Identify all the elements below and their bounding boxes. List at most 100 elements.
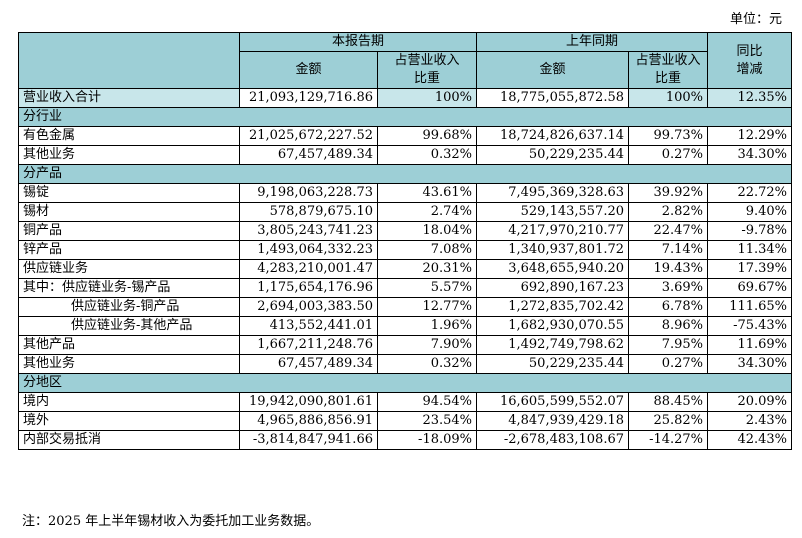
cell-yoy: 9.40% [707,202,793,222]
cell-prev-share: 0.27% [628,354,709,374]
table-row: 其他业务 67,457,489.34 0.32% 50,229,235.44 0.27%… [18,354,793,374]
row-label: 其他业务 [18,145,240,165]
cell-cur-amount: 2,694,003,383.50 [239,297,378,317]
cell-cur-share: -18.09% [376,430,478,450]
cell-cur-amount: 9,198,063,228.73 [239,183,378,203]
total-label: 营业收入合计 [18,88,240,108]
table-row: 其他产品 1,667,211,248.76 7.90% 1,492,749,798.6… [18,335,793,355]
table-row: 锡锭 9,198,063,228.73 43.61% 7,495,369,328.63… [18,183,793,203]
cell-cur-share: 43.61% [376,183,478,203]
cell-prev-amount: 18,724,826,637.14 [476,126,630,146]
cell-prev-amount: 3,648,655,940.20 [476,259,630,279]
header-cur-share: 占营业收入 比重 [376,51,478,89]
table-row: 其中：供应链业务-锡产品 1,175,654,176.96 5.57% 692,890… [18,278,793,298]
section-title: 分地区 [17,373,793,393]
table-row: 铜产品 3,805,243,741.23 18.04% 4,217,970,210.7… [18,221,793,241]
cell-cur-amount: 1,175,654,176.96 [239,278,378,298]
cell-prev-amount: 4,847,939,429.18 [476,411,630,431]
cell-prev-share: -14.27% [628,430,709,450]
row-label: 其他产品 [18,335,240,355]
section-header-row: 分行业 [17,107,793,127]
table-row: 锌产品 1,493,064,332.23 7.08% 1,340,937,801.72… [18,240,793,260]
total-row: 营业收入合计 21,093,129,716.86 100% 18,775,055… [18,88,793,108]
cell-prev-amount: 692,890,167.23 [476,278,630,298]
cell-yoy: -75.43% [707,316,793,336]
row-label: 境内 [18,392,240,412]
cell-yoy: 2.43% [707,411,793,431]
cell-yoy: 22.72% [707,183,793,203]
table-row: 供应链业务-其他产品 413,552,441.01 1.96% 1,682,930,0… [18,316,793,336]
cell-cur-share: 5.57% [376,278,478,298]
cell-cur-share: 99.68% [376,126,478,146]
cell-yoy: 11.69% [707,335,793,355]
table-row: 锡材 578,879,675.10 2.74% 529,143,557.20 2.82%… [18,202,793,222]
cell-cur-share: 94.54% [376,392,478,412]
cell-prev-amount: 1,272,835,702.42 [476,297,630,317]
table-row: 内部交易抵消 -3,814,847,941.66 -18.09% -2,678,483… [18,430,793,450]
cell-prev-share: 19.43% [628,259,709,279]
cell-yoy: 34.30% [707,145,793,165]
cell-prev-amount: 529,143,557.20 [476,202,630,222]
cell-prev-amount: 1,682,930,070.55 [476,316,630,336]
cell-yoy: 11.34% [707,240,793,260]
section-title: 分产品 [17,164,793,184]
total-yoy: 12.35% [707,88,793,108]
cell-cur-amount: 4,965,886,856.91 [239,411,378,431]
cell-cur-amount: 1,667,211,248.76 [239,335,378,355]
cell-prev-share: 6.78% [628,297,709,317]
cell-cur-amount: 578,879,675.10 [239,202,378,222]
cell-cur-share: 1.96% [376,316,478,336]
cell-cur-share: 0.32% [376,145,478,165]
cell-cur-amount: 67,457,489.34 [239,354,378,374]
cell-prev-amount: -2,678,483,108.67 [476,430,630,450]
cell-prev-share: 25.82% [628,411,709,431]
header-cur-amount: 金额 [239,51,378,89]
row-label: 供应链业务-其他产品 [18,316,240,336]
row-label: 供应链业务-铜产品 [18,297,240,317]
cell-prev-amount: 7,495,369,328.63 [476,183,630,203]
cell-cur-amount: 413,552,441.01 [239,316,378,336]
cell-yoy: 12.29% [707,126,793,146]
cell-prev-share: 8.96% [628,316,709,336]
header-row-1: 本报告期 上年同期 同比 增减 [18,32,793,89]
cell-prev-amount: 1,340,937,801.72 [476,240,630,260]
row-label: 铜产品 [18,221,240,241]
cell-cur-share: 7.90% [376,335,478,355]
unit-label: 单位：元 [729,12,782,27]
cell-yoy: 69.67% [707,278,793,298]
header-prev-amount: 金额 [476,51,630,89]
cell-cur-share: 23.54% [376,411,478,431]
cell-yoy: -9.78% [707,221,793,241]
row-label: 供应链业务 [18,259,240,279]
row-label: 其他业务 [18,354,240,374]
row-label: 内部交易抵消 [18,430,240,450]
cell-prev-share: 39.92% [628,183,709,203]
cell-prev-amount: 50,229,235.44 [476,354,630,374]
cell-prev-amount: 16,605,599,552.07 [476,392,630,412]
cell-cur-share: 7.08% [376,240,478,260]
total-prev-amount: 18,775,055,872.58 [476,88,630,108]
cell-yoy: 111.65% [707,297,793,317]
table-row: 供应链业务-铜产品 2,694,003,383.50 12.77% 1,272,835… [18,297,793,317]
row-label: 锡锭 [18,183,240,203]
cell-cur-share: 2.74% [376,202,478,222]
header-prior-period: 上年同期 [476,32,709,52]
revenue-composition-table: 本报告期 上年同期 同比 增减 金额 占营业收入 比重 金额 占营业收入 比重 … [17,32,793,450]
cell-cur-amount: 3,805,243,741.23 [239,221,378,241]
table-row: 供应链业务 4,283,210,001.47 20.31% 3,648,655,940… [18,259,793,279]
section-header-row: 分产品 [17,164,793,184]
footnote: 注：2025 年上半年锡材收入为委托加工业务数据。 [22,514,320,529]
cell-prev-share: 3.69% [628,278,709,298]
row-label: 有色金属 [18,126,240,146]
cell-prev-amount: 4,217,970,210.77 [476,221,630,241]
header-prev-share-line2: 比重 [655,71,682,86]
header-blank-cell [18,32,240,89]
cell-yoy: 20.09% [707,392,793,412]
table-row: 境内 19,942,090,801.61 94.54% 16,605,599,552.… [18,392,793,412]
cell-prev-share: 0.27% [628,145,709,165]
total-cur-amount: 21,093,129,716.86 [239,88,378,108]
row-label: 锌产品 [18,240,240,260]
header-cur-share-line2: 比重 [414,71,441,86]
row-label: 锡材 [18,202,240,222]
table-row: 境外 4,965,886,856.91 23.54% 4,847,939,429.18… [18,411,793,431]
